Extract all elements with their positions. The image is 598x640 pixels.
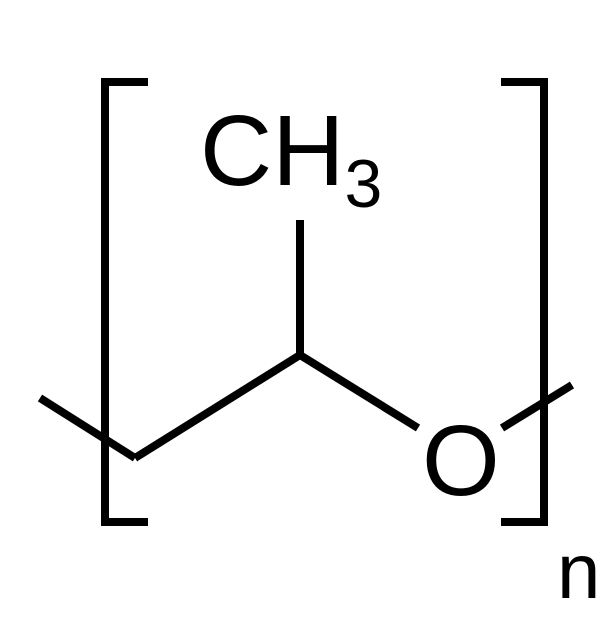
- chemical-structure-svg: CH3 O n: [0, 0, 598, 640]
- bond-vertex-left: [135, 355, 300, 458]
- methyl-H: H: [272, 95, 344, 207]
- bond-oxygen-right: [502, 385, 572, 428]
- oxygen-label: O: [422, 405, 500, 517]
- bond-vertex-oxygen: [300, 355, 418, 428]
- right-bracket: [501, 82, 544, 522]
- bond-left-out: [40, 398, 135, 458]
- repeat-n-label: n: [557, 527, 598, 615]
- methyl-C: C: [200, 95, 272, 207]
- methyl-label: CH3: [200, 95, 382, 222]
- methyl-sub: 3: [344, 146, 382, 222]
- labels-group: CH3 O n: [200, 95, 598, 615]
